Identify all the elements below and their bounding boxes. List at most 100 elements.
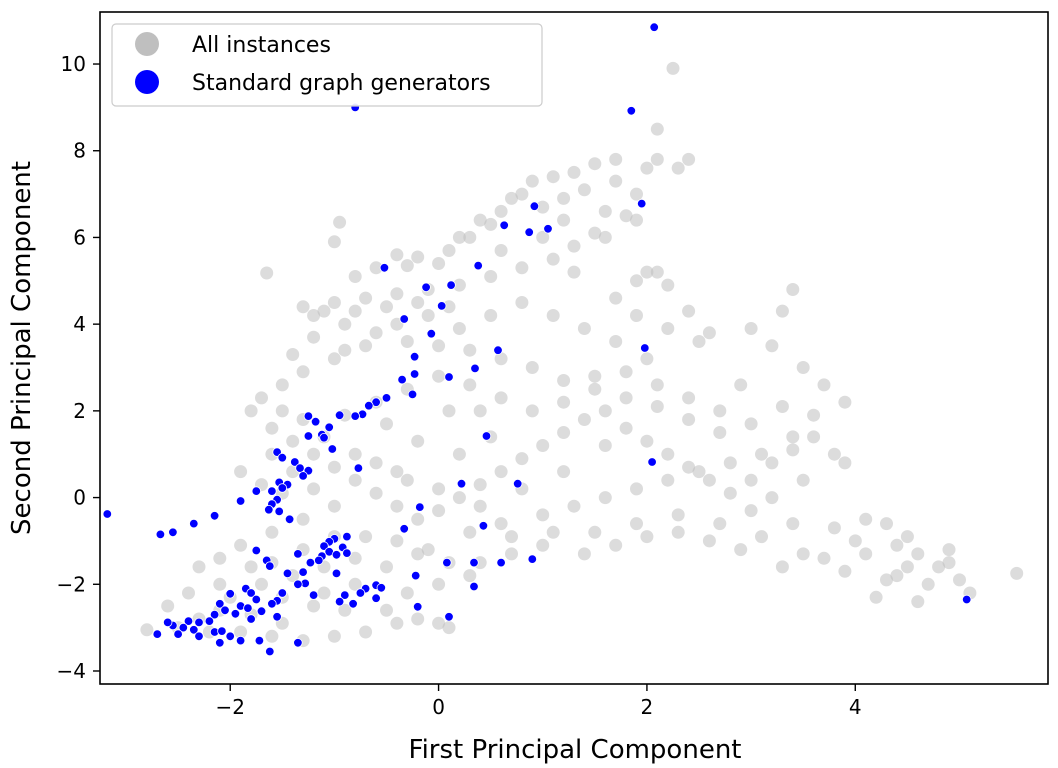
point-all-instances <box>911 595 925 609</box>
point-all-instances <box>255 577 268 591</box>
point-all-instances <box>577 183 591 197</box>
point-all-instances <box>307 482 321 496</box>
point-standard-graph-generator <box>409 352 420 362</box>
point-all-instances <box>890 538 904 552</box>
point-all-instances <box>567 265 581 279</box>
point-all-instances <box>442 404 456 418</box>
point-all-instances <box>775 304 789 318</box>
point-all-instances <box>609 174 623 188</box>
point-all-instances <box>942 556 956 570</box>
point-all-instances <box>640 161 654 175</box>
point-all-instances <box>661 447 675 461</box>
y-tick-label: 6 <box>73 225 86 249</box>
point-all-instances <box>661 278 675 292</box>
legend-marker-all-instances <box>135 32 159 56</box>
point-standard-graph-generator <box>102 509 113 519</box>
point-standard-graph-generator <box>267 486 277 496</box>
point-all-instances <box>734 378 748 392</box>
point-all-instances <box>515 452 529 466</box>
point-standard-graph-generator <box>444 612 454 622</box>
point-all-instances <box>661 322 675 335</box>
point-all-instances <box>255 391 268 405</box>
point-all-instances <box>838 456 852 470</box>
point-all-instances <box>932 560 946 574</box>
point-all-instances <box>327 352 341 366</box>
point-all-instances <box>432 369 446 383</box>
point-all-instances <box>265 421 279 435</box>
point-all-instances <box>765 339 779 353</box>
plot-frame <box>99 11 1049 685</box>
point-all-instances <box>400 473 414 487</box>
point-all-instances <box>140 623 154 637</box>
point-all-instances <box>567 239 581 253</box>
point-all-instances <box>400 259 414 273</box>
point-standard-graph-generator <box>298 471 308 481</box>
point-all-instances <box>494 465 508 479</box>
point-standard-graph-generator <box>308 590 319 600</box>
point-all-instances <box>786 283 800 296</box>
point-standard-graph-generator <box>331 550 342 560</box>
point-standard-graph-generator <box>481 431 492 441</box>
point-all-instances <box>473 213 487 227</box>
point-all-instances <box>213 551 227 565</box>
point-all-instances <box>463 378 477 392</box>
point-all-instances <box>609 152 623 166</box>
point-all-instances <box>265 525 279 539</box>
point-standard-graph-generator <box>277 483 288 493</box>
point-standard-graph-generator <box>331 568 342 579</box>
point-all-instances <box>432 616 446 630</box>
point-all-instances <box>630 517 643 531</box>
point-all-instances <box>755 530 768 544</box>
point-all-instances <box>296 365 310 379</box>
point-all-instances <box>494 352 508 366</box>
point-all-instances <box>765 456 779 470</box>
point-all-instances <box>557 426 571 439</box>
point-standard-graph-generator <box>215 638 225 648</box>
point-all-instances <box>390 499 404 513</box>
point-all-instances <box>505 547 518 561</box>
point-all-instances <box>515 261 529 275</box>
point-standard-graph-generator <box>230 609 241 619</box>
point-standard-graph-generator <box>493 345 503 355</box>
point-all-instances <box>484 217 498 231</box>
point-all-instances <box>880 517 893 531</box>
point-all-instances <box>505 530 518 544</box>
point-all-instances <box>567 165 581 179</box>
point-all-instances <box>494 204 508 218</box>
point-standard-graph-generator <box>437 301 447 311</box>
point-standard-graph-generator <box>168 527 178 538</box>
point-standard-graph-generator <box>340 590 350 600</box>
point-all-instances <box>275 404 289 418</box>
point-all-instances <box>411 296 425 309</box>
point-all-instances <box>650 122 664 136</box>
point-all-instances <box>838 395 852 409</box>
point-standard-graph-generator <box>264 505 274 515</box>
point-all-instances <box>275 378 289 392</box>
point-all-instances <box>630 187 643 201</box>
point-all-instances <box>619 421 633 435</box>
point-standard-graph-generator <box>478 521 489 531</box>
point-all-instances <box>744 504 758 518</box>
point-all-instances <box>432 257 446 270</box>
point-standard-graph-generator <box>274 506 284 517</box>
point-standard-graph-generator <box>303 411 314 421</box>
point-all-instances <box>546 170 560 184</box>
point-all-instances <box>463 569 477 583</box>
point-all-instances <box>744 417 758 431</box>
point-all-instances <box>536 230 550 244</box>
point-standard-graph-generator <box>235 635 246 646</box>
point-all-instances <box>452 278 466 292</box>
point-all-instances <box>671 508 685 522</box>
point-standard-graph-generator <box>305 557 316 568</box>
point-all-instances <box>640 530 654 544</box>
point-all-instances <box>588 369 602 383</box>
point-all-instances <box>630 213 643 227</box>
point-standard-graph-generator <box>473 260 483 271</box>
point-all-instances <box>640 434 654 448</box>
point-all-instances <box>546 309 560 322</box>
point-all-instances <box>307 330 321 344</box>
point-all-instances <box>260 266 274 280</box>
point-standard-graph-generator <box>215 599 225 609</box>
point-all-instances <box>671 161 685 175</box>
